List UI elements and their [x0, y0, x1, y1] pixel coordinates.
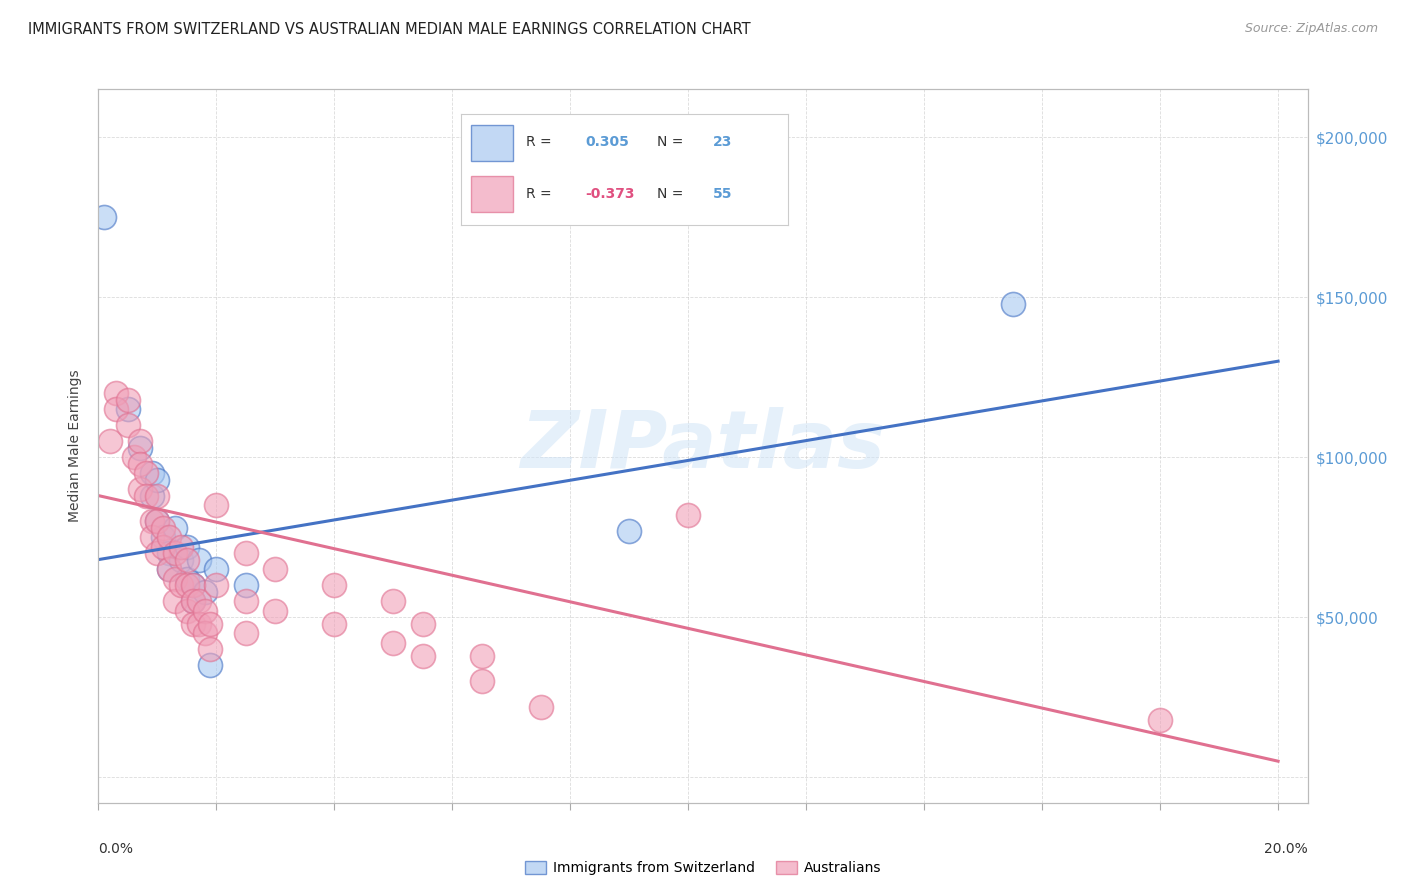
Point [382, 636, 405, 650]
Point [205, 578, 228, 592]
Point [176, 552, 198, 566]
Point [117, 418, 139, 433]
Point [235, 578, 257, 592]
Point [181, 594, 204, 608]
Point [152, 520, 174, 534]
Point [128, 482, 150, 496]
Point [141, 530, 163, 544]
Point [117, 392, 139, 407]
Point [323, 578, 346, 592]
Point [678, 508, 700, 522]
Text: Source: ZipAtlas.com: Source: ZipAtlas.com [1244, 22, 1378, 36]
Point [619, 524, 641, 538]
Point [176, 572, 198, 586]
Point [98, 434, 121, 449]
Point [412, 648, 434, 663]
Point [412, 616, 434, 631]
Text: 0.0%: 0.0% [98, 842, 134, 856]
Point [200, 658, 222, 673]
Point [170, 578, 193, 592]
Point [170, 552, 193, 566]
Point [157, 562, 180, 576]
Point [200, 642, 222, 657]
Point [181, 578, 204, 592]
Point [152, 530, 174, 544]
Text: IMMIGRANTS FROM SWITZERLAND VS AUSTRALIAN MEDIAN MALE EARNINGS CORRELATION CHART: IMMIGRANTS FROM SWITZERLAND VS AUSTRALIA… [28, 22, 751, 37]
Point [235, 626, 257, 640]
Point [135, 466, 157, 480]
Point [165, 546, 187, 560]
Point [128, 457, 150, 471]
Point [165, 594, 187, 608]
Point [187, 552, 209, 566]
Point [146, 489, 169, 503]
Point [181, 594, 204, 608]
Point [176, 578, 198, 592]
Point [181, 616, 204, 631]
Point [187, 616, 209, 631]
Point [157, 530, 180, 544]
Point [205, 562, 228, 576]
Point [122, 450, 145, 465]
Point [1001, 296, 1024, 310]
Point [141, 466, 163, 480]
Point [382, 594, 405, 608]
Point [157, 546, 180, 560]
Point [235, 594, 257, 608]
Point [152, 540, 174, 554]
Point [165, 520, 187, 534]
Point [176, 604, 198, 618]
Point [165, 572, 187, 586]
Point [157, 562, 180, 576]
Point [264, 562, 287, 576]
Point [105, 402, 128, 417]
Point [128, 434, 150, 449]
Point [471, 648, 494, 663]
Point [128, 441, 150, 455]
Point [194, 584, 217, 599]
Point [194, 604, 217, 618]
Point [146, 514, 169, 528]
Point [105, 386, 128, 401]
Point [200, 616, 222, 631]
Point [205, 498, 228, 512]
Point [1149, 713, 1171, 727]
Point [146, 514, 169, 528]
Point [135, 489, 157, 503]
Point [235, 546, 257, 560]
Point [181, 578, 204, 592]
Y-axis label: Median Male Earnings: Median Male Earnings [69, 369, 83, 523]
Point [187, 594, 209, 608]
Point [194, 626, 217, 640]
Point [141, 514, 163, 528]
Point [170, 540, 193, 554]
Point [530, 699, 553, 714]
Legend: Immigrants from Switzerland, Australians: Immigrants from Switzerland, Australians [519, 855, 887, 880]
Text: 20.0%: 20.0% [1264, 842, 1308, 856]
Point [117, 402, 139, 417]
Point [264, 604, 287, 618]
Point [323, 616, 346, 631]
Text: ZIPatlas: ZIPatlas [520, 407, 886, 485]
Point [93, 210, 115, 224]
Point [146, 473, 169, 487]
Point [146, 546, 169, 560]
Point [471, 674, 494, 689]
Point [176, 540, 198, 554]
Point [141, 489, 163, 503]
